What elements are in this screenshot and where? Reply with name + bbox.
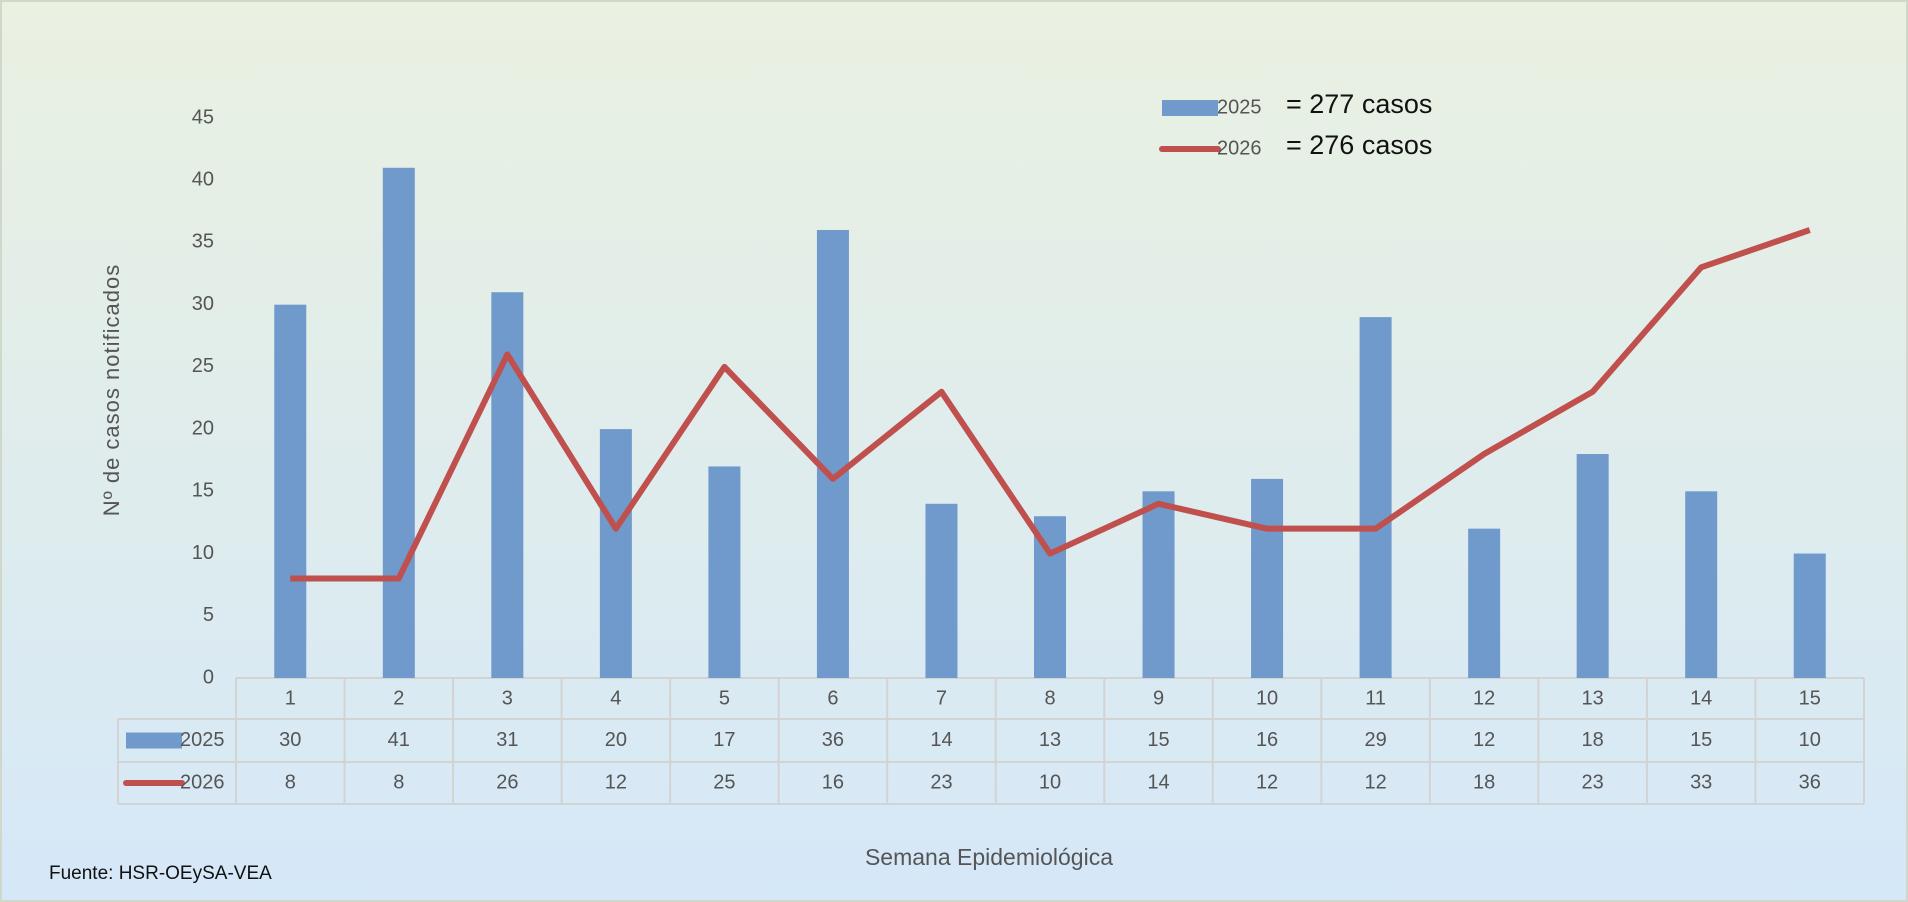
table-value: 8 (393, 771, 404, 793)
x-tick-label: 2 (393, 687, 404, 709)
y-tick-label: 10 (192, 542, 214, 564)
table-value: 31 (496, 729, 518, 751)
table-value: 17 (713, 729, 735, 751)
bar (1034, 516, 1066, 678)
y-tick-label: 5 (203, 604, 214, 626)
bar (491, 292, 524, 678)
x-tick-label: 5 (719, 687, 730, 709)
y-tick-label: 20 (192, 417, 214, 439)
table-value: 36 (822, 729, 844, 751)
x-tick-label: 10 (1256, 687, 1278, 709)
table-value: 12 (1364, 771, 1386, 793)
x-tick-label: 1 (285, 687, 296, 709)
bar (1142, 491, 1175, 678)
legend-total: = 277 casos (1286, 89, 1432, 119)
legend-label: 2026 (1217, 137, 1262, 159)
legend-label: 2025 (1217, 96, 1262, 118)
line (290, 227, 1811, 582)
y-tick-label: 25 (192, 355, 214, 377)
x-tick-label: 3 (502, 687, 513, 709)
x-tick-label: 14 (1690, 687, 1712, 709)
bar (1359, 317, 1392, 678)
bar (599, 429, 632, 678)
y-tick-label: 45 (192, 106, 214, 128)
y-tick-label: 35 (192, 231, 214, 253)
table-value: 18 (1473, 771, 1495, 793)
table-value: 25 (713, 771, 735, 793)
bar (925, 503, 958, 678)
x-tick-label: 11 (1365, 687, 1386, 709)
table-value: 14 (930, 729, 952, 751)
table-value: 20 (605, 729, 627, 751)
table-value: 41 (388, 729, 410, 751)
x-tick-label: 8 (1044, 687, 1055, 709)
y-tick-label: 30 (192, 293, 214, 315)
y-tick-label: 0 (203, 666, 214, 688)
bar (1576, 454, 1609, 678)
bar (274, 304, 307, 678)
y-axis-label: Nº de casos notificados (99, 264, 124, 516)
x-tick-label: 4 (610, 687, 621, 709)
table-value: 18 (1582, 729, 1604, 751)
x-tick-label: 13 (1582, 687, 1604, 709)
bar (1251, 478, 1284, 678)
table-value: 23 (930, 771, 952, 793)
table-value: 15 (1690, 729, 1712, 751)
bar (382, 167, 415, 678)
table-value: 12 (1256, 771, 1278, 793)
bar (816, 230, 849, 678)
y-tick-label: 40 (192, 169, 214, 191)
legend-total: = 276 casos (1286, 130, 1432, 160)
table-value: 36 (1799, 771, 1821, 793)
table-value: 30 (279, 729, 301, 751)
table-value: 33 (1690, 771, 1712, 793)
x-axis-label: Semana Epidemiológica (865, 844, 1113, 870)
table-value: 29 (1364, 729, 1386, 751)
table-value: 12 (605, 771, 627, 793)
table-value: 12 (1473, 729, 1495, 751)
y-tick-label: 15 (192, 480, 214, 502)
bar (1793, 553, 1826, 678)
bar (1468, 528, 1501, 678)
x-tick-label: 12 (1473, 687, 1495, 709)
table-value: 10 (1799, 729, 1821, 751)
x-tick-label: 6 (827, 687, 838, 709)
legend-key (126, 732, 182, 749)
x-tick-label: 7 (936, 687, 947, 709)
table-value: 15 (1147, 729, 1169, 751)
table-value: 26 (496, 771, 518, 793)
table-value: 13 (1039, 729, 1061, 751)
bar (708, 466, 741, 678)
table-value: 16 (1256, 729, 1278, 751)
table-value: 14 (1147, 771, 1169, 793)
source: Fuente: HSR-OEySA-VEA (49, 863, 272, 884)
x-tick-label: 15 (1799, 687, 1821, 709)
table-value: 23 (1582, 771, 1604, 793)
table-series-name: 2025 (180, 729, 225, 751)
x-tick-label: 9 (1153, 687, 1164, 709)
table-value: 10 (1039, 771, 1061, 793)
table-value: 16 (822, 771, 844, 793)
bar (1685, 491, 1718, 678)
table-series-name: 2026 (180, 771, 225, 793)
table-value: 8 (285, 771, 296, 793)
legend-key (1162, 100, 1218, 116)
